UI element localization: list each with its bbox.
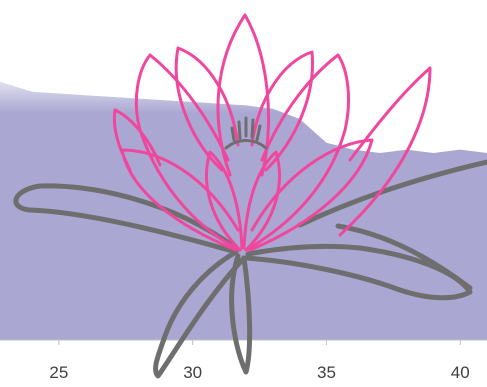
- lotus-flower-illustration: [13, 13, 487, 379]
- x-tick-label: 30: [183, 363, 202, 382]
- area-series-0: [0, 81, 487, 340]
- x-tick-label: 25: [49, 363, 68, 382]
- lotus-petals: [112, 13, 432, 252]
- lotus-stamens: [224, 116, 268, 150]
- area-series-layer: [0, 81, 487, 387]
- x-tick-label: 35: [317, 363, 336, 382]
- lotus-leaves: [13, 159, 487, 379]
- x-tick-label: 40: [451, 363, 470, 382]
- x-axis-ticks: 25 30 35 40: [49, 340, 470, 382]
